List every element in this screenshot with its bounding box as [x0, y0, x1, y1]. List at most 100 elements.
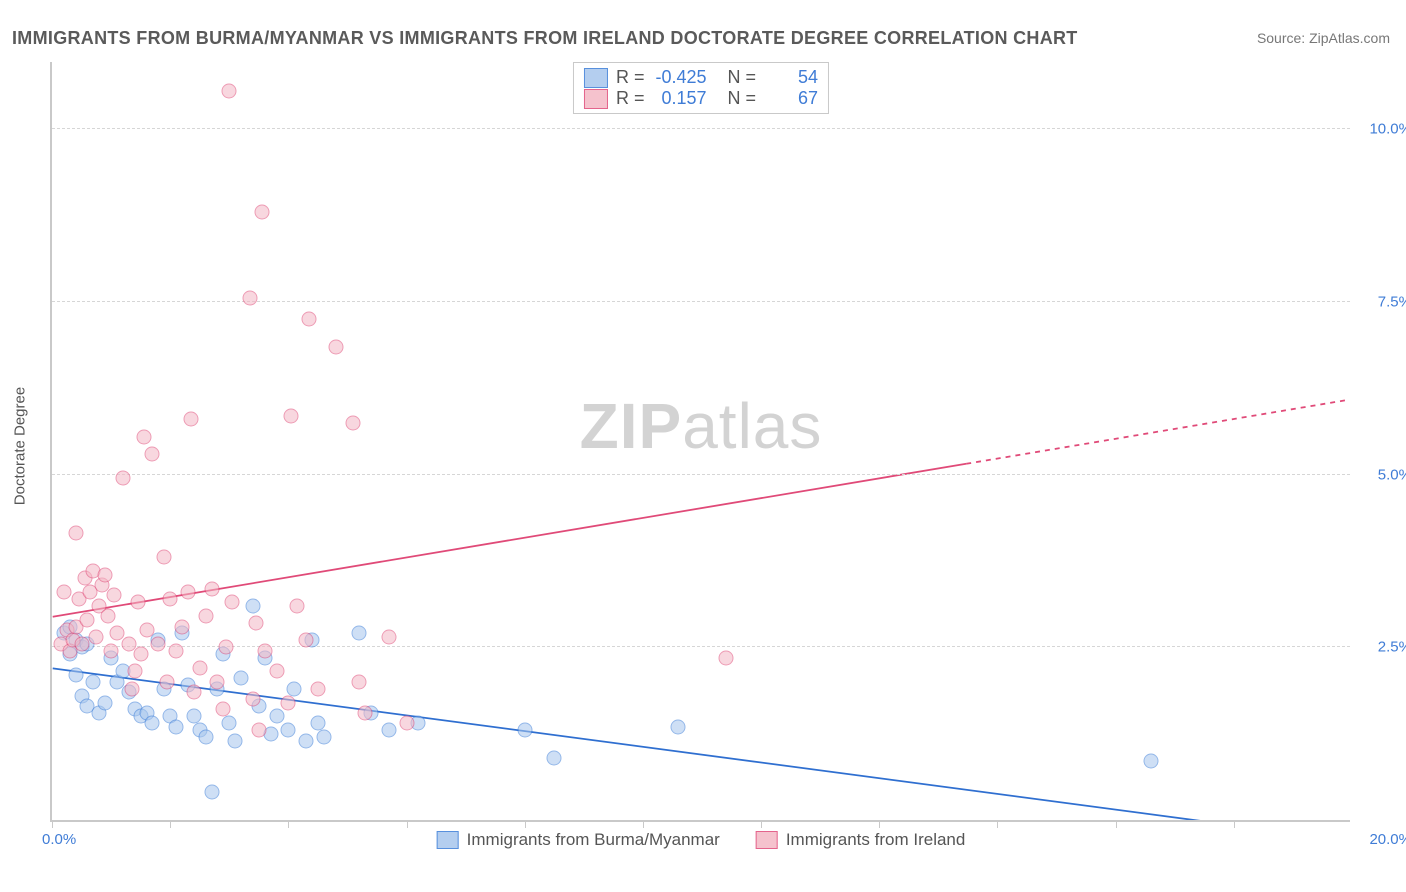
point-ireland [107, 588, 122, 603]
point-ireland [242, 291, 257, 306]
point-ireland [127, 664, 142, 679]
point-ireland [163, 591, 178, 606]
point-burma [287, 681, 302, 696]
point-burma [352, 626, 367, 641]
point-ireland [145, 446, 160, 461]
point-burma [269, 709, 284, 724]
chart-container: IMMIGRANTS FROM BURMA/MYANMAR VS IMMIGRA… [0, 0, 1406, 892]
legend-label-1: Immigrants from Ireland [786, 830, 966, 850]
point-burma [671, 719, 686, 734]
legend-label-0: Immigrants from Burma/Myanmar [467, 830, 720, 850]
point-ireland [124, 681, 139, 696]
point-burma [204, 785, 219, 800]
point-burma [299, 733, 314, 748]
point-ireland [151, 636, 166, 651]
x-tick-label-min: 0.0% [42, 831, 76, 848]
point-ireland [257, 643, 272, 658]
point-ireland [98, 567, 113, 582]
point-burma [310, 716, 325, 731]
legend-item-0: Immigrants from Burma/Myanmar [437, 830, 720, 850]
point-ireland [216, 702, 231, 717]
point-ireland [180, 585, 195, 600]
y-tick-label: 10.0% [1369, 121, 1406, 138]
watermark: ZIPatlas [580, 389, 823, 463]
swatch-series-1-icon [756, 831, 778, 849]
stat-label-N: N = [728, 67, 757, 88]
point-ireland [302, 312, 317, 327]
x-tick [288, 820, 289, 828]
legend-stats-row: R = 0.157 N = 67 [584, 88, 818, 109]
point-burma [234, 671, 249, 686]
x-tick [879, 820, 880, 828]
legend-stats-box: R = -0.425 N = 54 R = 0.157 N = 67 [573, 62, 829, 114]
point-burma [547, 750, 562, 765]
source-label: Source: ZipAtlas.com [1257, 30, 1390, 46]
legend-bottom: Immigrants from Burma/Myanmar Immigrants… [437, 830, 966, 850]
point-ireland [139, 623, 154, 638]
point-ireland [399, 716, 414, 731]
point-ireland [68, 526, 83, 541]
point-ireland [198, 609, 213, 624]
point-ireland [133, 647, 148, 662]
stat-value-N1: 67 [764, 88, 818, 109]
point-burma [381, 723, 396, 738]
x-tick [170, 820, 171, 828]
gridline-h [52, 474, 1350, 475]
point-ireland [219, 640, 234, 655]
point-ireland [299, 633, 314, 648]
stat-label-R: R = [616, 67, 645, 88]
point-ireland [284, 408, 299, 423]
point-ireland [169, 643, 184, 658]
stat-value-N0: 54 [764, 67, 818, 88]
trend-lines-svg [52, 62, 1350, 820]
x-tick [1116, 820, 1117, 828]
point-ireland [328, 339, 343, 354]
swatch-series-1 [584, 89, 608, 109]
point-ireland [80, 612, 95, 627]
point-ireland [381, 629, 396, 644]
point-burma [68, 667, 83, 682]
point-burma [186, 709, 201, 724]
point-burma [86, 674, 101, 689]
stat-value-R1: 0.157 [652, 88, 706, 109]
stat-label-N: N = [728, 88, 757, 109]
watermark-light: atlas [682, 390, 822, 462]
point-ireland [130, 595, 145, 610]
gridline-h [52, 128, 1350, 129]
x-tick [997, 820, 998, 828]
point-burma [228, 733, 243, 748]
point-ireland [183, 412, 198, 427]
point-burma [1144, 754, 1159, 769]
x-tick [761, 820, 762, 828]
swatch-series-0 [584, 68, 608, 88]
point-burma [281, 723, 296, 738]
point-ireland [245, 692, 260, 707]
gridline-h [52, 646, 1350, 647]
point-burma [245, 598, 260, 613]
x-tick [52, 820, 53, 828]
legend-stats-row: R = -0.425 N = 54 [584, 67, 818, 88]
swatch-series-0-icon [437, 831, 459, 849]
point-ireland [56, 585, 71, 600]
point-ireland [254, 205, 269, 220]
point-ireland [104, 643, 119, 658]
point-ireland [310, 681, 325, 696]
y-axis-title: Doctorate Degree [12, 387, 29, 505]
point-ireland [160, 674, 175, 689]
watermark-bold: ZIP [580, 390, 683, 462]
point-ireland [186, 685, 201, 700]
point-burma [98, 695, 113, 710]
point-ireland [358, 705, 373, 720]
point-ireland [222, 84, 237, 99]
point-ireland [269, 664, 284, 679]
stat-label-R: R = [616, 88, 645, 109]
point-ireland [346, 415, 361, 430]
x-tick-label-max: 20.0% [1369, 831, 1406, 848]
point-ireland [210, 674, 225, 689]
point-ireland [115, 471, 130, 486]
point-ireland [74, 636, 89, 651]
point-burma [169, 719, 184, 734]
y-tick-label: 7.5% [1378, 293, 1406, 310]
point-ireland [352, 674, 367, 689]
point-ireland [192, 661, 207, 676]
